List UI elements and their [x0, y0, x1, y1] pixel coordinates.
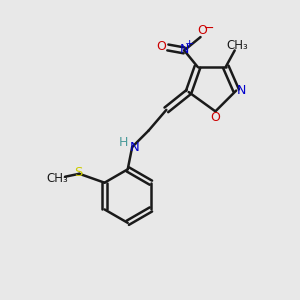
- Text: N: N: [130, 140, 140, 154]
- Text: CH₃: CH₃: [46, 172, 68, 185]
- Text: CH₃: CH₃: [226, 39, 248, 52]
- Text: S: S: [74, 166, 83, 179]
- Text: −: −: [204, 22, 214, 35]
- Text: O: O: [197, 24, 207, 37]
- Text: N: N: [237, 84, 246, 97]
- Text: O: O: [156, 40, 166, 53]
- Text: N: N: [179, 43, 189, 56]
- Text: +: +: [185, 40, 194, 50]
- Text: O: O: [211, 111, 220, 124]
- Text: H: H: [119, 136, 128, 149]
